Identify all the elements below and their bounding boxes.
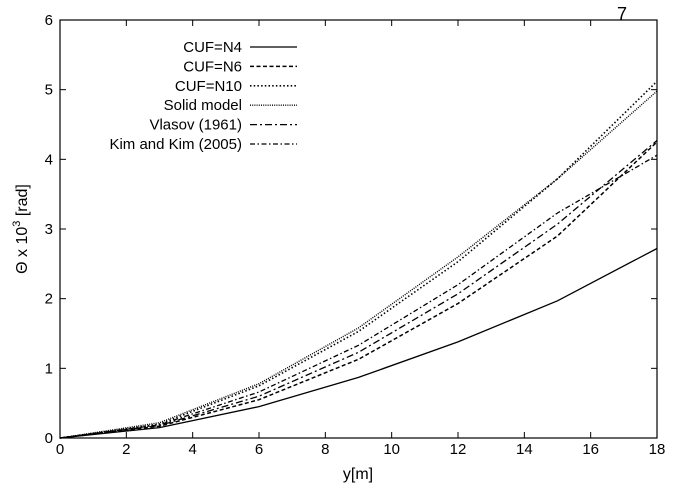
y-tick-label: 6 xyxy=(45,12,53,29)
legend-label: CUF=N4 xyxy=(183,39,242,56)
x-tick-label: 8 xyxy=(321,441,329,458)
legend-label: CUF=N10 xyxy=(175,78,242,95)
series-line-3 xyxy=(59,80,658,439)
x-tick-label: 18 xyxy=(649,441,666,458)
y-axis-label-unit: [rad] xyxy=(14,184,31,220)
x-tick-label: 0 xyxy=(56,441,64,458)
x-axis-label: y[m] xyxy=(343,466,373,483)
series-line-2 xyxy=(59,141,658,439)
x-tick-label: 6 xyxy=(255,441,263,458)
legend-label: Vlasov (1961) xyxy=(149,117,242,134)
x-tick-label: 4 xyxy=(188,441,196,458)
y-axis-label-base: Θ x 10 xyxy=(14,227,31,274)
x-tick-label: 10 xyxy=(383,441,400,458)
legend-label: Kim and Kim (2005) xyxy=(109,136,242,153)
y-tick-label: 5 xyxy=(45,82,53,99)
x-tick-label: 2 xyxy=(122,441,130,458)
y-tick-label: 2 xyxy=(45,291,53,308)
legend: CUF=N4 CUF=N6 CUF=N10 Solid model Vlasov (19… xyxy=(109,39,297,153)
legend-label: CUF=N6 xyxy=(183,58,242,75)
y-tick-label: 3 xyxy=(45,221,53,238)
series-line-4 xyxy=(59,90,658,439)
y-axis-label-exponent: 3 xyxy=(11,221,23,227)
x-tick-label: 14 xyxy=(516,441,533,458)
series-line-1 xyxy=(59,247,658,439)
y-tick-label: 0 xyxy=(45,430,53,447)
series-line-6 xyxy=(59,154,658,439)
y-axis-label: Θ x 103 [rad] xyxy=(11,184,31,274)
series-line-5 xyxy=(59,140,658,439)
x-tick-label: 12 xyxy=(450,441,467,458)
y-tick-label: 4 xyxy=(45,151,53,168)
legend-label: Solid model xyxy=(164,97,242,114)
y-tick-label: 1 xyxy=(45,360,53,377)
corner-page-number: 7 xyxy=(617,4,627,24)
plot-frame xyxy=(59,19,658,439)
x-tick-label: 16 xyxy=(582,441,599,458)
series-lines xyxy=(59,80,658,439)
